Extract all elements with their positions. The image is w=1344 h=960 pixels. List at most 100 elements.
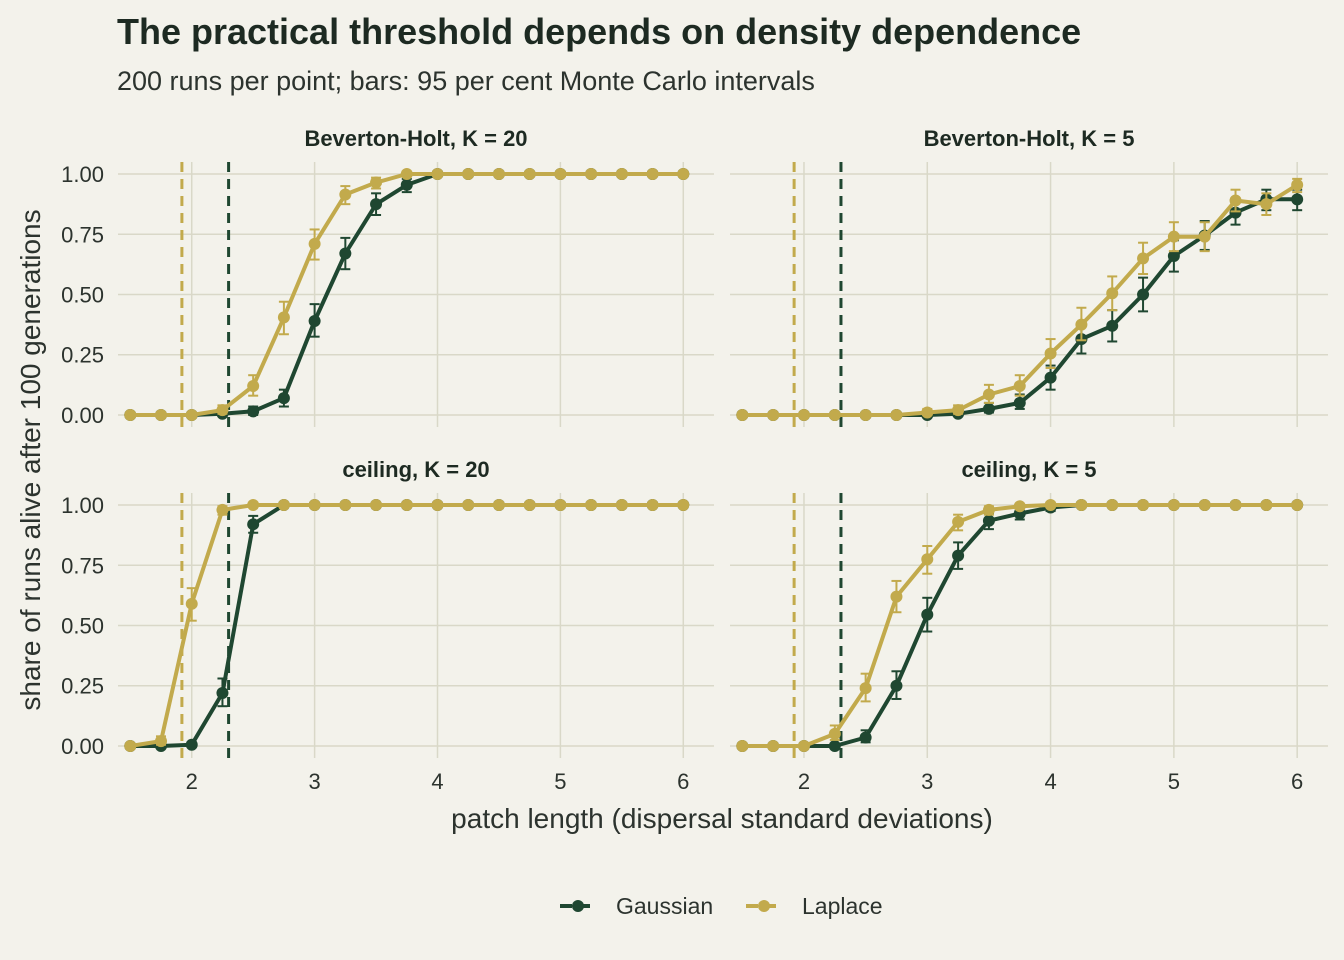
data-point — [155, 735, 168, 748]
y-tick-label: 0.75 — [61, 553, 104, 578]
data-point — [1044, 347, 1057, 360]
data-point — [554, 168, 567, 181]
legend-item-laplace: Laplace — [746, 893, 883, 919]
data-point — [339, 188, 352, 201]
panel-3: ceiling, K = 20 0.00 0.25 0.50 0.75 1.00 2 3 4 5 6 — [61, 457, 714, 794]
x-tick-label: 4 — [431, 769, 443, 794]
data-point — [523, 499, 536, 512]
data-point — [982, 503, 995, 516]
data-point — [1229, 194, 1242, 207]
data-point — [124, 739, 137, 752]
x-axis-label: patch length (dispersal standard deviati… — [451, 803, 993, 834]
panel-4: ceiling, K = 5 2 3 4 5 6 — [730, 457, 1328, 794]
data-point — [982, 514, 995, 527]
data-point — [890, 590, 903, 603]
data-point — [828, 408, 841, 421]
data-point — [1106, 499, 1119, 512]
data-point — [736, 408, 749, 421]
data-point — [1260, 198, 1273, 211]
data-point — [216, 686, 229, 699]
data-point — [859, 408, 872, 421]
data-point — [1137, 499, 1150, 512]
data-point — [216, 503, 229, 516]
data-point — [1075, 499, 1088, 512]
data-point — [646, 499, 659, 512]
panel-strip-label: ceiling, K = 5 — [961, 457, 1096, 482]
data-point — [155, 408, 168, 421]
data-point — [1291, 178, 1304, 191]
data-point — [462, 168, 475, 181]
data-point — [677, 168, 690, 181]
data-point — [982, 388, 995, 401]
data-point — [890, 679, 903, 692]
y-tick-label: 1.00 — [61, 493, 104, 518]
x-tick-label: 2 — [798, 769, 810, 794]
chart-panels: Beverton-Holt, K = 20 0.00 0.25 0.50 0.75 1.0… — [61, 126, 1328, 794]
data-point — [952, 515, 965, 528]
data-point — [308, 237, 321, 250]
data-point — [339, 247, 352, 260]
data-point — [216, 404, 229, 417]
data-point — [185, 597, 198, 610]
data-point — [1198, 230, 1211, 243]
data-point — [431, 168, 444, 181]
chart-legend: Gaussian Laplace — [560, 893, 883, 919]
data-point — [1137, 288, 1150, 301]
data-point — [952, 549, 965, 562]
data-point — [308, 315, 321, 327]
legend-item-gaussian: Gaussian — [560, 893, 713, 919]
data-point — [921, 553, 934, 566]
series-laplace — [124, 499, 690, 752]
x-tick-label: 5 — [554, 769, 566, 794]
data-point — [277, 392, 290, 405]
y-tick-label: 0.00 — [61, 403, 104, 428]
data-point — [185, 408, 198, 421]
data-point — [1013, 500, 1026, 513]
data-point — [1198, 499, 1211, 512]
data-point — [767, 408, 780, 421]
panel-2: Beverton-Holt, K = 5 — [730, 126, 1328, 427]
data-point — [1260, 499, 1273, 512]
chart-title: The practical threshold depends on densi… — [117, 11, 1081, 52]
y-tick-label: 0.25 — [61, 674, 104, 699]
data-point — [523, 168, 536, 181]
data-point — [339, 499, 352, 512]
y-tick-label: 0.75 — [61, 222, 104, 247]
x-tick-label: 3 — [921, 769, 933, 794]
x-tick-label: 2 — [186, 769, 198, 794]
data-point — [1167, 230, 1180, 243]
data-point — [1075, 318, 1088, 331]
data-point — [952, 404, 965, 417]
data-point — [615, 499, 628, 512]
data-point — [1044, 499, 1057, 512]
x-tick-label: 3 — [308, 769, 320, 794]
data-point — [1167, 499, 1180, 512]
x-tick-label: 6 — [677, 769, 689, 794]
data-point — [277, 311, 290, 324]
data-point — [797, 408, 810, 421]
panel-strip-label: Beverton-Holt, K = 20 — [304, 126, 527, 151]
data-point — [585, 168, 598, 181]
y-tick-label: 0.00 — [61, 734, 104, 759]
data-point — [400, 168, 413, 181]
y-tick-label: 0.50 — [61, 614, 104, 639]
data-point — [828, 727, 841, 740]
data-point — [859, 682, 872, 695]
data-point — [247, 499, 260, 512]
data-point — [400, 178, 413, 191]
data-point — [370, 176, 383, 189]
data-point — [1013, 380, 1026, 393]
legend-label: Gaussian — [616, 893, 713, 919]
data-point — [828, 739, 841, 752]
series-laplace — [124, 168, 690, 421]
data-point — [615, 168, 628, 181]
series-laplace — [736, 177, 1304, 421]
data-point — [247, 380, 260, 393]
data-point — [247, 405, 260, 418]
data-point — [646, 168, 659, 181]
data-point — [431, 499, 444, 512]
x-tick-label: 4 — [1044, 769, 1056, 794]
data-point — [370, 198, 383, 211]
